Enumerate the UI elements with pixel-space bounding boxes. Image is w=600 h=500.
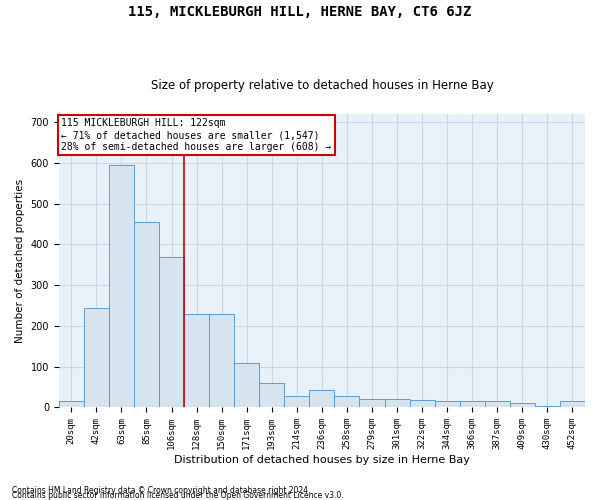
Text: 115 MICKLEBURGH HILL: 122sqm
← 71% of detached houses are smaller (1,547)
28% of: 115 MICKLEBURGH HILL: 122sqm ← 71% of de… [61,118,332,152]
Title: Size of property relative to detached houses in Herne Bay: Size of property relative to detached ho… [151,79,493,92]
Bar [134,222,159,408]
Bar [59,402,84,407]
X-axis label: Distribution of detached houses by size in Herne Bay: Distribution of detached houses by size … [174,455,470,465]
Bar [209,314,234,408]
Bar [434,402,460,407]
Bar [284,396,310,407]
Bar [234,362,259,408]
Bar [385,400,410,407]
Y-axis label: Number of detached properties: Number of detached properties [15,178,25,343]
Bar [84,308,109,408]
Text: 115, MICKLEBURGH HILL, HERNE BAY, CT6 6JZ: 115, MICKLEBURGH HILL, HERNE BAY, CT6 6J… [128,5,472,19]
Bar [310,390,334,407]
Bar [359,400,385,407]
Bar [109,165,134,408]
Bar [510,404,535,407]
Bar [410,400,434,407]
Bar [334,396,359,407]
Bar [259,383,284,407]
Bar [184,314,209,408]
Text: Contains public sector information licensed under the Open Government Licence v3: Contains public sector information licen… [12,491,344,500]
Bar [560,402,585,407]
Bar [159,256,184,408]
Bar [535,406,560,407]
Bar [460,402,485,407]
Text: Contains HM Land Registry data © Crown copyright and database right 2024.: Contains HM Land Registry data © Crown c… [12,486,311,495]
Bar [485,402,510,407]
